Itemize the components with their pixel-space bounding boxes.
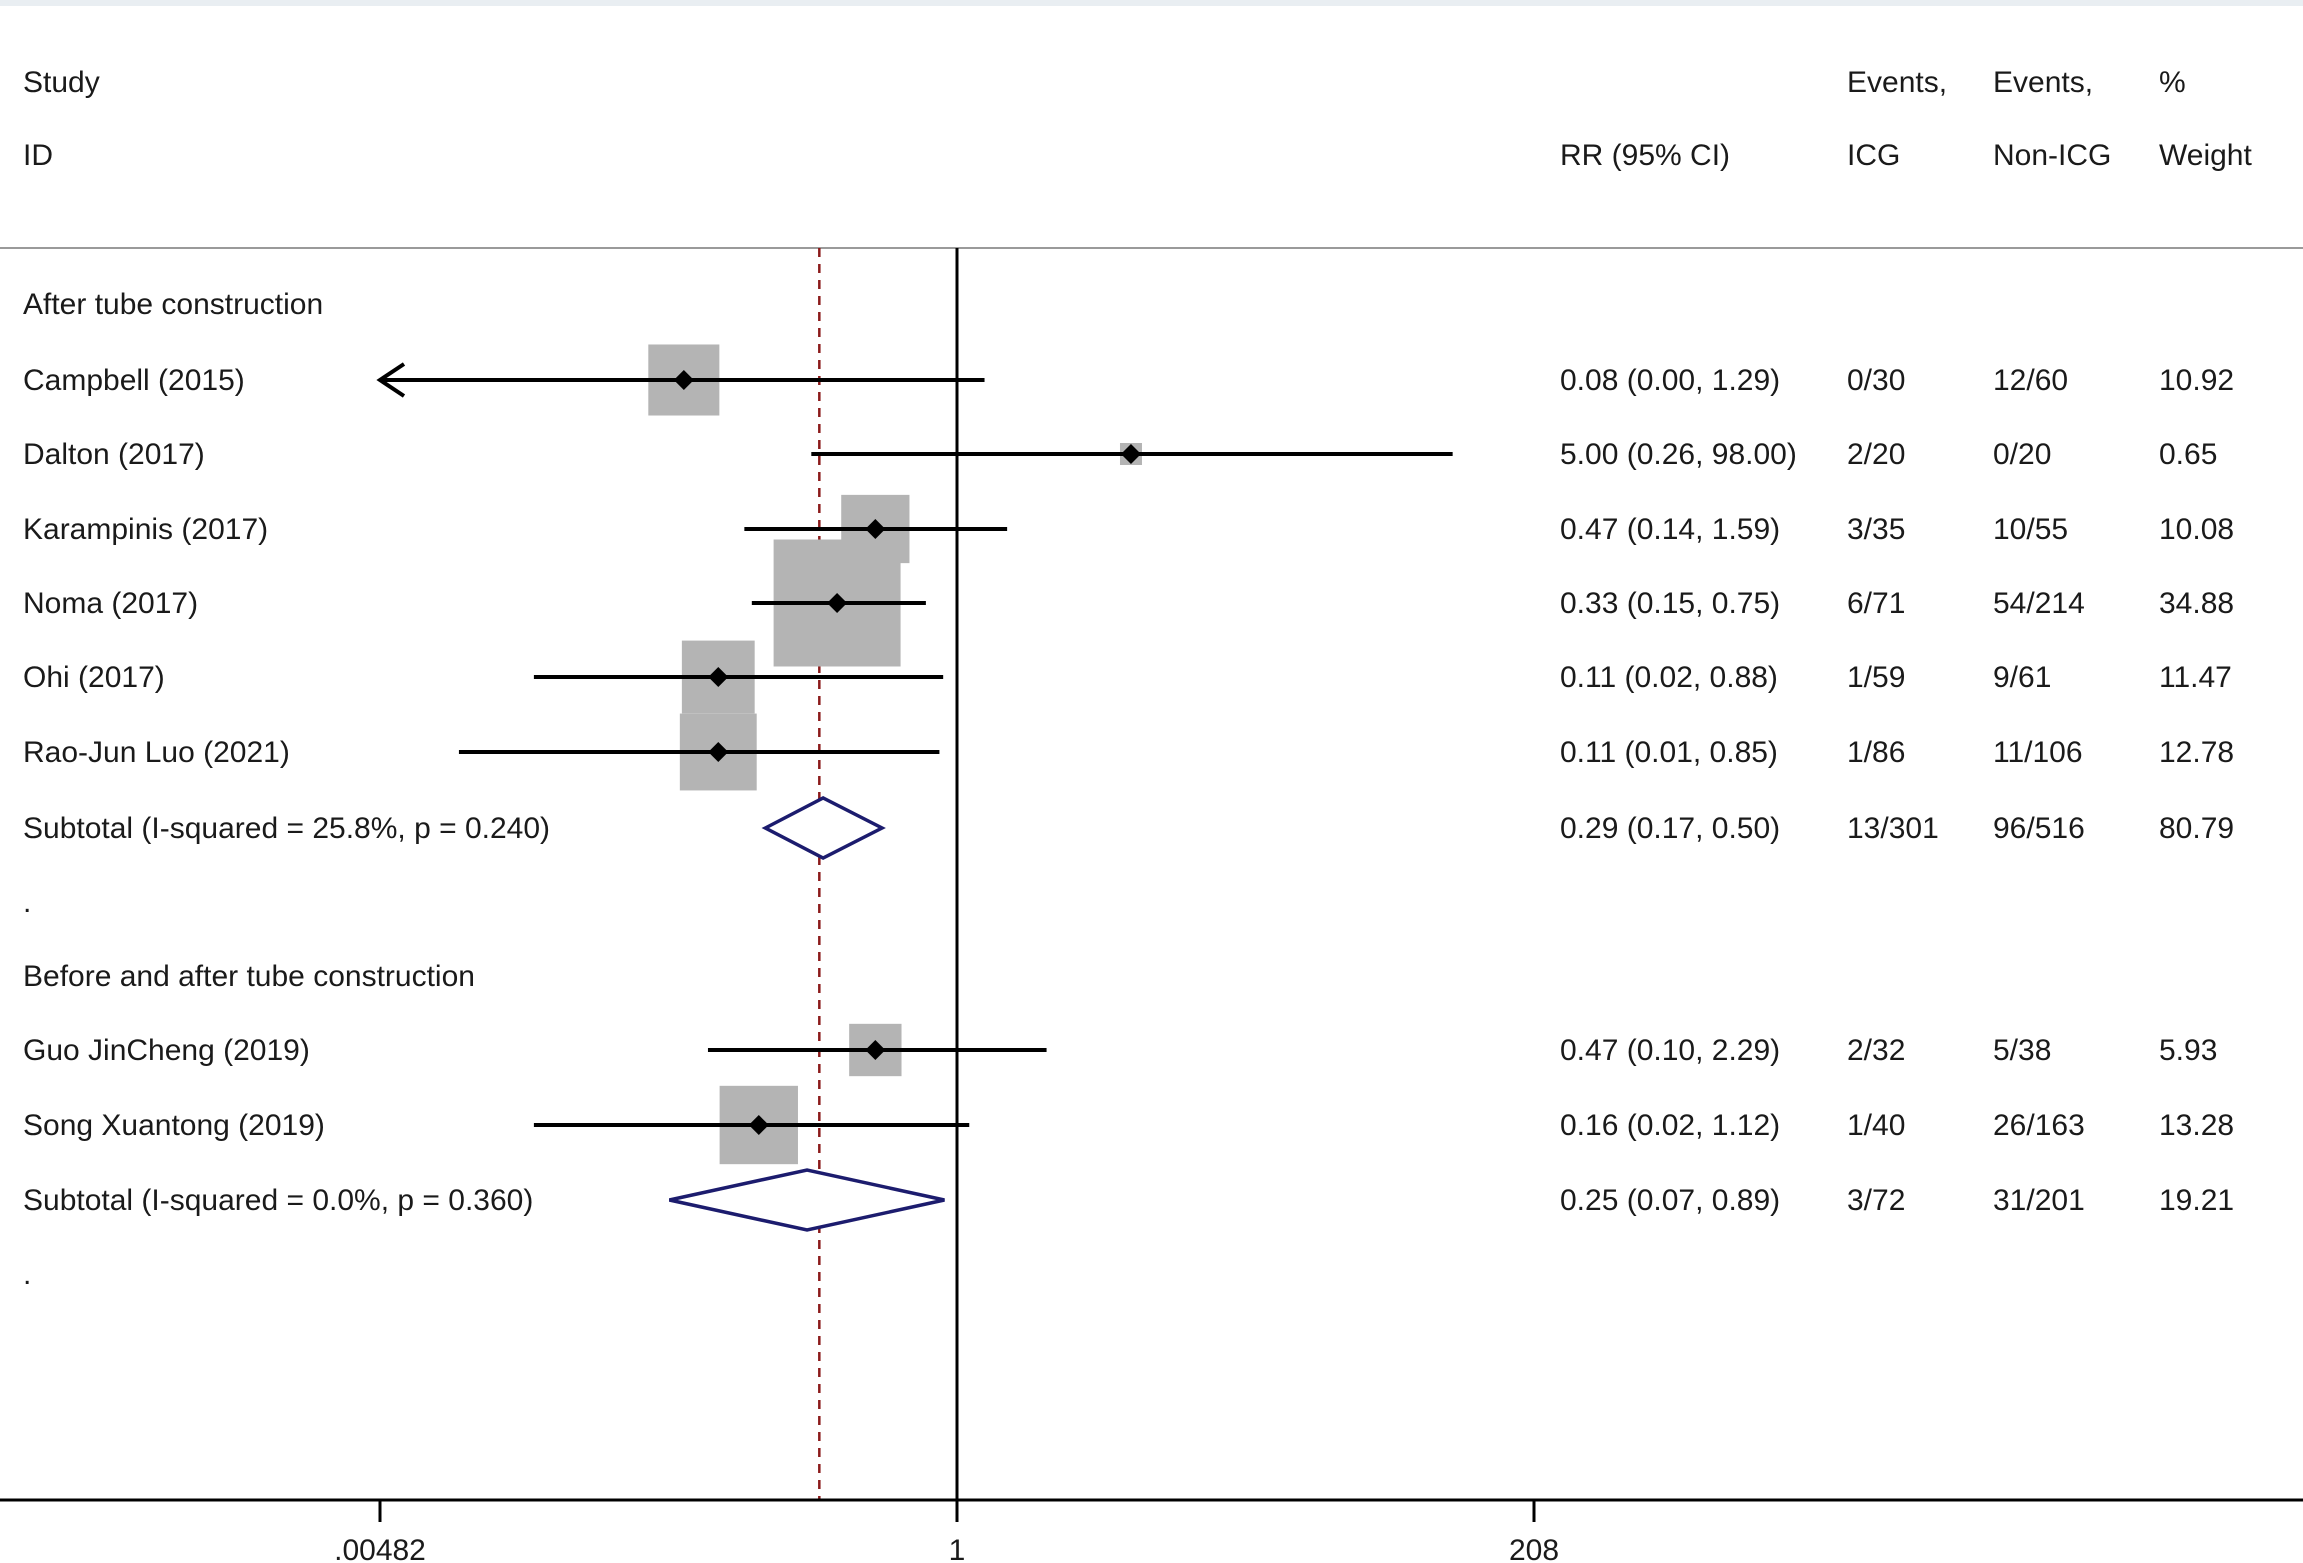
row-5-label: Ohi (2017): [23, 661, 165, 694]
row-11-events-icg: 1/40: [1847, 1109, 1905, 1142]
row-5-weight: 11.47: [2159, 661, 2232, 694]
row-3-label: Karampinis (2017): [23, 513, 268, 546]
row-1-label: Campbell (2015): [23, 364, 245, 397]
row-6-point: [708, 742, 729, 762]
row-12-weight: 19.21: [2159, 1184, 2234, 1217]
header-events-non-1: Events,: [1993, 66, 2093, 99]
row-3-ci-text: 0.47 (0.14, 1.59): [1560, 513, 1780, 546]
row-9-label: Before and after tube construction: [23, 960, 475, 993]
row-4-point: [827, 593, 848, 613]
header-weight-2: Weight: [2159, 139, 2252, 172]
row-7-weight: 80.79: [2159, 812, 2234, 845]
row-10-point: [865, 1040, 886, 1060]
row-1-arrow: [376, 362, 406, 398]
row-12-ci-text: 0.25 (0.07, 0.89): [1560, 1184, 1780, 1217]
row-10-label: Guo JinCheng (2019): [23, 1034, 310, 1067]
header-weight-1: %: [2159, 66, 2186, 99]
row-5-events-icg: 1/59: [1847, 661, 1905, 694]
row-7-events-non: 96/516: [1993, 812, 2085, 845]
row-1-ci-text: 0.08 (0.00, 1.29): [1560, 364, 1780, 397]
row-12-events-icg: 3/72: [1847, 1184, 1905, 1217]
header-events-non-2: Non-ICG: [1993, 139, 2111, 172]
row-12-label: Subtotal (I-squared = 0.0%, p = 0.360): [23, 1184, 533, 1217]
x-tick-label-2: 208: [1509, 1534, 1559, 1563]
row-3-weight: 10.08: [2159, 513, 2234, 546]
row-10-weight: 5.93: [2159, 1034, 2217, 1067]
row-1-point: [673, 370, 694, 390]
row-11-point: [748, 1115, 769, 1135]
row-11-weight: 13.28: [2159, 1109, 2234, 1142]
row-2-point: [1120, 444, 1141, 464]
row-2-label: Dalton (2017): [23, 438, 205, 471]
row-5-point: [708, 667, 729, 687]
row-4-label: Noma (2017): [23, 587, 198, 620]
header-id: ID: [23, 139, 53, 172]
x-tick-label-0: .00482: [334, 1534, 426, 1563]
row-5-events-non: 9/61: [1993, 661, 2051, 694]
row-2-ci-text: 5.00 (0.26, 98.00): [1560, 438, 1797, 471]
row-1-events-non: 12/60: [1993, 364, 2068, 397]
top-band: [0, 0, 2303, 6]
row-1-events-icg: 0/30: [1847, 364, 1905, 397]
row-11-label: Song Xuantong (2019): [23, 1109, 325, 1142]
row-6-label: Rao-Jun Luo (2021): [23, 736, 290, 769]
row-2-events-non: 0/20: [1993, 438, 2051, 471]
x-axis: .00482 1 208: [0, 248, 2303, 1563]
row-6-events-icg: 1/86: [1847, 736, 1905, 769]
row-13-label: .: [23, 1258, 31, 1291]
row-6-events-non: 11/106: [1993, 736, 2083, 769]
row-2-weight: 0.65: [2159, 438, 2217, 471]
header-events-icg-2: ICG: [1847, 139, 1900, 172]
row-3-events-icg: 3/35: [1847, 513, 1905, 546]
row-4-weight: 34.88: [2159, 587, 2234, 620]
row-4-events-icg: 6/71: [1847, 587, 1905, 620]
row-10-ci-text: 0.47 (0.10, 2.29): [1560, 1034, 1780, 1067]
row-7-ci-text: 0.29 (0.17, 0.50): [1560, 812, 1780, 845]
row-labels: After tube construction Campbell (2015) 0.…: [23, 288, 2234, 1291]
row-0-label: After tube construction: [23, 288, 323, 321]
row-4-events-non: 54/214: [1993, 587, 2085, 620]
row-10-events-icg: 2/32: [1847, 1034, 1905, 1067]
row-11-events-non: 26/163: [1993, 1109, 2085, 1142]
row-6-weight: 12.78: [2159, 736, 2234, 769]
row-2-events-icg: 2/20: [1847, 438, 1905, 471]
row-12-events-non: 31/201: [1993, 1184, 2085, 1217]
row-1-weight: 10.92: [2159, 364, 2234, 397]
header-effect: RR (95% CI): [1560, 139, 1730, 172]
row-10-events-non: 5/38: [1993, 1034, 2051, 1067]
row-7-pooled-diamond: [761, 796, 886, 860]
row-6-ci-text: 0.11 (0.01, 0.85): [1560, 736, 1778, 769]
study-marks: [376, 344, 1453, 1232]
row-7-label: Subtotal (I-squared = 25.8%, p = 0.240): [23, 812, 550, 845]
row-7-events-icg: 13/301: [1847, 812, 1939, 845]
header-study: Study: [23, 66, 100, 99]
row-3-events-non: 10/55: [1993, 513, 2068, 546]
row-5-ci-text: 0.11 (0.02, 0.88): [1560, 661, 1778, 694]
row-3-point: [865, 519, 886, 539]
x-tick-label-1: 1: [949, 1534, 966, 1563]
header-events-icg-1: Events,: [1847, 66, 1947, 99]
row-11-ci-text: 0.16 (0.02, 1.12): [1560, 1109, 1780, 1142]
row-4-ci-text: 0.33 (0.15, 0.75): [1560, 587, 1780, 620]
row-8-label: .: [23, 886, 31, 919]
row-12-pooled-diamond: [669, 1168, 945, 1232]
